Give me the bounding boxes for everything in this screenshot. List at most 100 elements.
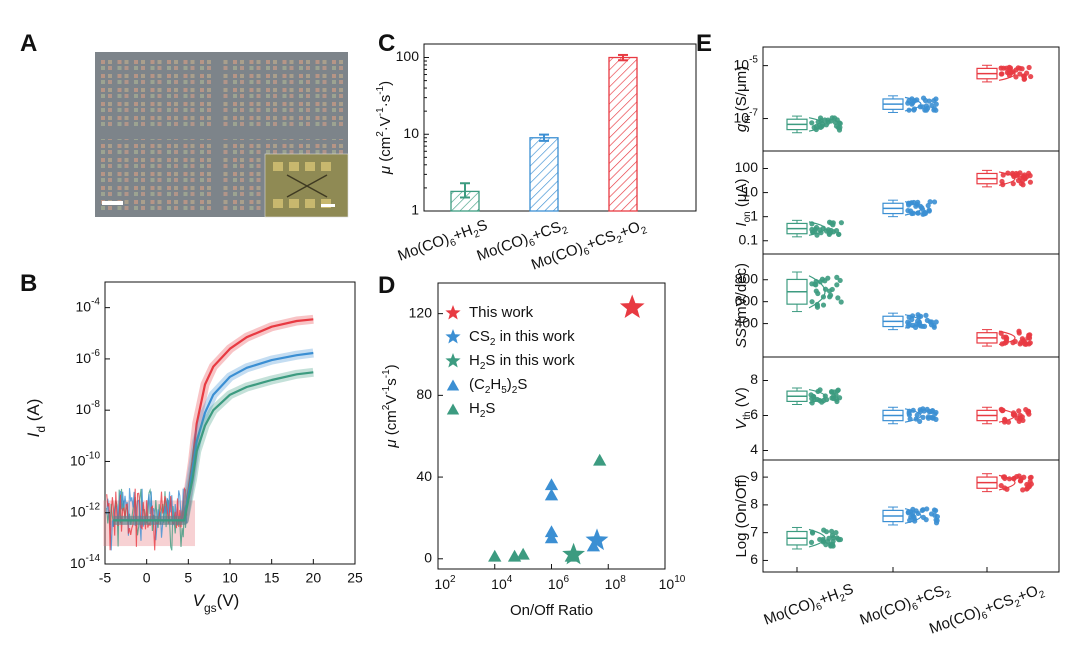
inset-pad <box>273 162 283 171</box>
sample-dot <box>1021 174 1027 180</box>
y-tick-label: 0 <box>424 549 432 565</box>
sample-dot <box>821 527 827 533</box>
sample-dot <box>929 319 935 325</box>
text-span: -7 <box>749 108 758 119</box>
text-span: H <box>490 376 501 393</box>
distribution-curve <box>904 408 922 423</box>
legend-label: H2S <box>469 400 495 420</box>
text-span: -1 <box>375 85 386 94</box>
sample-dot <box>909 316 915 323</box>
text-span: S <box>485 400 495 417</box>
text-span: ) <box>377 81 394 86</box>
sample-dot <box>1018 478 1024 484</box>
subplot-ylabel: SS (mV/dec) <box>733 263 750 348</box>
sample-dot <box>1016 408 1022 414</box>
text-span: ) <box>383 364 400 369</box>
text-span: 2 <box>450 574 456 585</box>
sample-dot <box>1024 486 1030 492</box>
sample-dot <box>907 208 914 214</box>
distribution-curve <box>904 508 922 524</box>
sample-dot <box>827 294 833 300</box>
sample-dot <box>808 539 815 545</box>
sample-dot <box>1022 341 1028 347</box>
tick-label: 10-6 <box>76 348 101 366</box>
sample-dot <box>920 414 926 420</box>
sample-dot <box>812 226 818 232</box>
sample-dot <box>836 127 843 133</box>
text-span: 2 <box>1013 598 1022 610</box>
sample-dot <box>811 394 817 400</box>
sample-dot <box>927 199 933 205</box>
sample-dot <box>809 299 815 305</box>
sample-dot <box>825 119 831 125</box>
text-span: 6 <box>449 237 458 249</box>
sample-dot <box>1028 481 1034 487</box>
text-span: 10 <box>76 298 92 314</box>
text-span: 6 <box>528 237 537 249</box>
distribution-curve <box>808 117 826 132</box>
sample-dot <box>828 542 834 548</box>
sample-dot <box>837 120 843 127</box>
text-span: 10 <box>548 576 564 592</box>
bar-blue <box>529 137 559 212</box>
sample-dot <box>834 274 840 280</box>
inset-pad <box>289 199 299 208</box>
subplot-ylabel: Log (On/Off) <box>733 474 750 557</box>
text-span: μ <box>383 439 400 448</box>
text-span: 10 <box>76 401 92 417</box>
y-tick-label: 600 <box>735 292 759 308</box>
sample-dot <box>926 207 932 213</box>
sample-dot <box>833 530 839 536</box>
sample-dot <box>906 412 912 418</box>
sample-dot <box>1015 171 1021 178</box>
x-tick-label: 20 <box>306 570 322 586</box>
text-span: +O <box>1015 582 1040 605</box>
sample-dot <box>809 530 816 536</box>
text-span: 2 <box>615 234 624 246</box>
sample-dot <box>931 97 937 104</box>
text-span: Mo(CO) <box>762 594 818 628</box>
sample-dot <box>1027 179 1033 185</box>
text-span: on <box>742 211 753 222</box>
text-span: ·s <box>377 95 394 108</box>
sample-dot <box>1017 71 1023 77</box>
sample-dot <box>829 528 835 534</box>
subplot-frame <box>762 356 1060 461</box>
text-span: Mo(CO) <box>475 230 531 264</box>
text-span: -14 <box>86 553 101 564</box>
sample-dot <box>832 119 838 125</box>
tick-label: 10-8 <box>76 399 101 417</box>
text-span: in this work <box>495 328 575 345</box>
tick-label: 108 <box>605 574 627 592</box>
sample-dot <box>830 229 837 235</box>
text-span: d <box>34 426 48 433</box>
x-axis-label: On/Off Ratio <box>510 602 593 619</box>
sample-dot <box>823 542 829 548</box>
sample-dot <box>930 415 936 421</box>
sample-dot <box>834 282 840 288</box>
subplot-frame <box>762 459 1060 573</box>
text-span: +O <box>617 218 642 241</box>
text-span: V <box>733 418 750 430</box>
panel-letter-d: D <box>378 272 396 299</box>
sample-dot <box>1003 337 1010 343</box>
panel-letter-e: E <box>696 30 713 57</box>
y-tick-label: 800 <box>735 270 759 286</box>
text-span: 2 <box>944 589 953 601</box>
y-tick-label: 100 <box>396 48 420 64</box>
distribution-curve <box>808 221 826 236</box>
text-span: +H <box>451 222 475 245</box>
text-span: 2 <box>480 409 486 420</box>
text-span: 6 <box>980 610 989 622</box>
sample-dot <box>928 409 934 415</box>
sample-dot <box>831 115 838 121</box>
sample-dot <box>837 277 843 284</box>
text-span: ) <box>507 376 512 393</box>
sample-dot <box>924 317 930 323</box>
text-span: 6 <box>815 601 824 613</box>
sample-dot <box>834 535 840 541</box>
text-span: 10 <box>70 452 86 468</box>
distribution-curve <box>808 528 826 548</box>
text-span: 2 <box>381 404 392 410</box>
